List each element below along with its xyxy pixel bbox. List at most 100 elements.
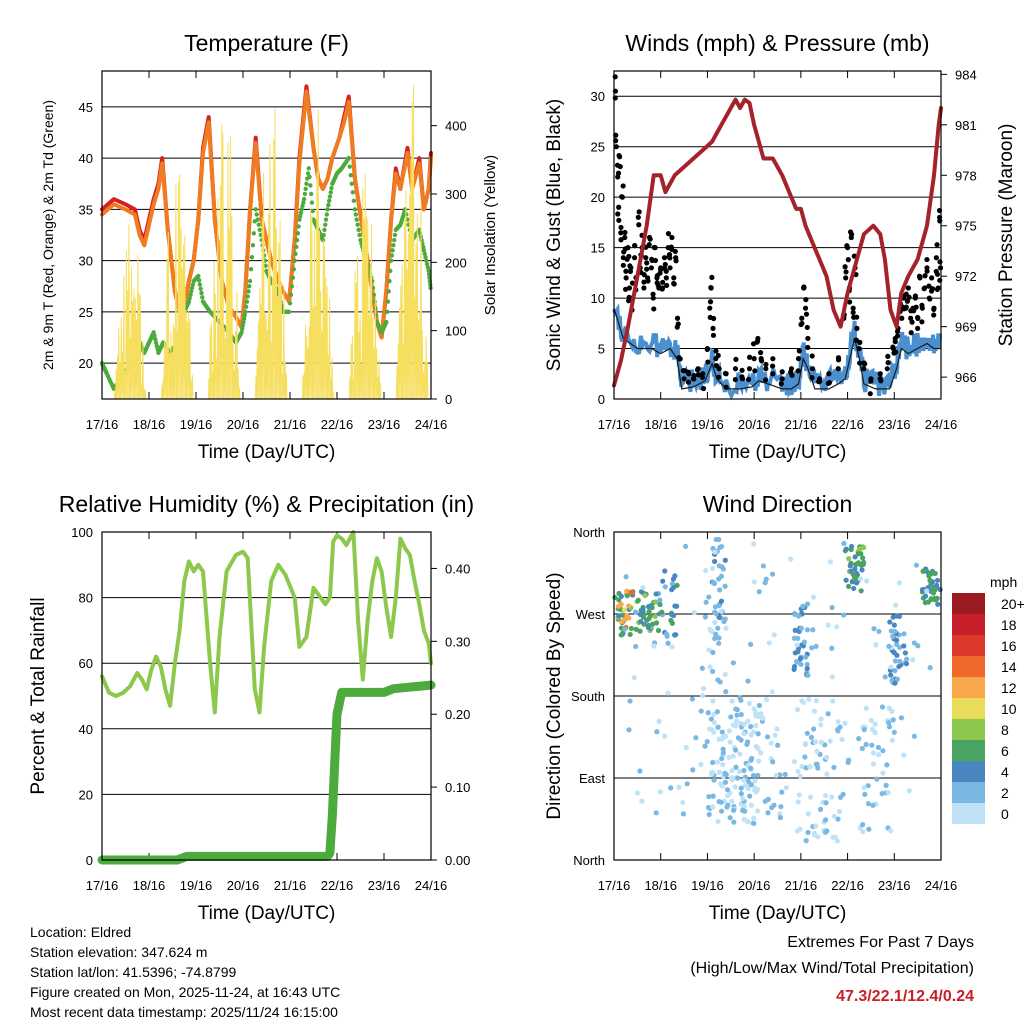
temperature-solar-insolation-day (254, 108, 289, 400)
wind-direction-point (862, 791, 868, 797)
wind-direction-point (834, 624, 840, 630)
wind-direction-point (927, 577, 933, 584)
winds-gust-point (685, 369, 691, 375)
temperature-2m-td-point (291, 266, 296, 272)
wind-direction-point (640, 614, 646, 620)
humidity-total-rainfall-line (97, 680, 436, 865)
winds-gust-point (803, 311, 810, 317)
wind-direction-point (829, 645, 835, 651)
speed-legend-swatch (952, 782, 985, 803)
winds-gust-point (616, 204, 622, 210)
winds-gust-point (622, 234, 628, 241)
temperature-panel: Temperature (F) 20 25 30 35 40 45 0 100 200 300 400… (40, 30, 499, 463)
wind-direction-point (659, 609, 665, 615)
temperature-ytick-right-label: 400 (445, 119, 467, 134)
wind-direction-point (818, 716, 824, 722)
winds-gust-point (857, 339, 863, 345)
temperature-2m-td-point (324, 212, 330, 217)
winds-ytick-right-label: 966 (955, 370, 977, 385)
temperature-2m-td-point (323, 217, 329, 222)
winds-gust-point (708, 285, 714, 291)
temperature-2m-td-point (288, 292, 294, 297)
winds-gust-point (868, 378, 874, 384)
winds-gust-point (894, 328, 901, 335)
wind-direction-point (652, 599, 659, 605)
wind-direction-point (890, 717, 896, 723)
wind-direction-point (872, 721, 878, 727)
winds-sonic-wind-mean-line (613, 308, 941, 390)
temperature-2m-td-point (289, 284, 295, 289)
winds-xtick-label: 20/16 (738, 417, 771, 432)
wind-direction-point (719, 729, 725, 735)
wind-direction-point (738, 711, 744, 718)
wind-direction-point (637, 768, 643, 774)
wind-direction-point (898, 715, 905, 721)
wind-direction-point (793, 659, 800, 665)
wind-direction-point (638, 618, 644, 625)
winds-gust-point (615, 211, 621, 217)
wind-direction-point (722, 779, 729, 785)
winds-gust-point (615, 170, 622, 176)
winds-gust-point (705, 359, 711, 365)
wind-direction-point (657, 597, 663, 603)
speed-legend-title: mph (990, 574, 1017, 590)
wind-direction-point (925, 599, 932, 605)
wind-direction-point (730, 722, 737, 728)
wind-direction-point (814, 748, 820, 754)
temperature-2m-td-point (244, 299, 250, 304)
wind-direction-point (861, 544, 867, 551)
wind-direction-point (852, 566, 858, 572)
humidity-ytick-label: 60 (79, 656, 93, 671)
wind-direction-point (843, 577, 849, 583)
wind-direction-point (704, 738, 710, 745)
wind-direction-point (834, 727, 841, 733)
humidity-xtick-label: 18/16 (133, 878, 166, 893)
temperature-solar-insolation-day (348, 173, 383, 400)
wind-direction-point (706, 594, 712, 600)
wind-direction-point (883, 782, 889, 788)
winds-ytick-right-label: 978 (955, 168, 977, 183)
temperature-2m-td-point (321, 232, 326, 238)
direction-xtick-label: 23/16 (878, 878, 911, 893)
temperature-ytick-right-label: 0 (445, 392, 452, 407)
wind-direction-point (933, 597, 939, 603)
wind-direction-point (901, 643, 907, 649)
winds-gust-point (763, 361, 769, 368)
winds-gust-point (915, 315, 921, 321)
wind-direction-point (929, 584, 935, 590)
humidity-xtick-label: 23/16 (368, 878, 401, 893)
winds-gust-point (847, 229, 854, 235)
temperature-2m-td-point (301, 196, 307, 202)
direction-title: Wind Direction (703, 491, 853, 517)
wind-direction-point (797, 773, 803, 779)
temperature-xtick-label: 22/16 (321, 417, 354, 432)
wind-direction-point (720, 746, 726, 752)
wind-direction-point (713, 631, 719, 637)
wind-direction-point (783, 785, 790, 791)
winds-gust-point (915, 325, 921, 331)
winds-gust-point (779, 376, 785, 382)
temperature-2m-td-point (251, 231, 257, 236)
wind-direction-point (698, 708, 704, 714)
winds-xlabel: Time (Day/UTC) (709, 442, 847, 463)
winds-gust-point (895, 333, 901, 339)
wind-direction-point (827, 738, 833, 744)
wind-direction-point (711, 729, 717, 735)
winds-gust-point (903, 304, 909, 310)
wind-direction-point (827, 559, 833, 565)
wind-direction-point (726, 754, 732, 760)
wind-direction-point (843, 546, 849, 552)
wind-direction-point (848, 543, 855, 550)
wind-direction-point (676, 784, 682, 790)
speed-legend-label: 12 (1001, 680, 1017, 696)
speed-legend-label: 10 (1001, 701, 1017, 717)
wind-direction-point (737, 751, 743, 757)
temperature-solar-insolation-day (113, 224, 148, 400)
temperature-2m-td-point (186, 299, 192, 304)
winds-xtick-label: 18/16 (644, 417, 677, 432)
temperature-xlabel: Time (Day/UTC) (198, 442, 336, 463)
winds-ylabel-left: Sonic Wind & Gust (Blue, Black) (544, 99, 565, 371)
wind-direction-point (874, 776, 880, 782)
wind-direction-point (708, 716, 714, 722)
wind-direction-point (753, 722, 759, 729)
